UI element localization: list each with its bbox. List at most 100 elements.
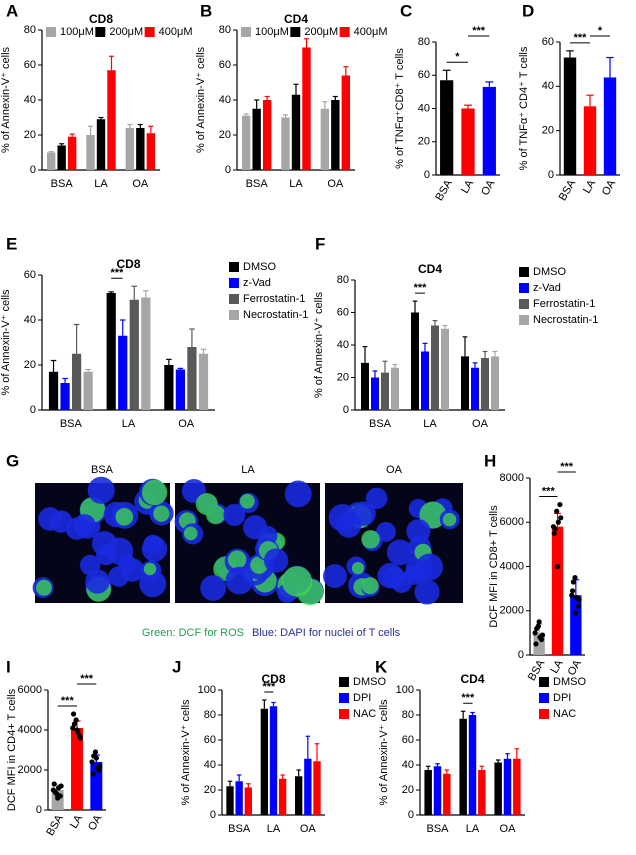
nucleus	[85, 569, 110, 594]
y-tick-label: 0	[30, 404, 36, 416]
y-axis-label: % of TNFα⁺CD8⁺ T cells	[394, 48, 406, 169]
bar	[468, 715, 477, 815]
bar	[551, 526, 564, 655]
bar	[304, 758, 312, 815]
y-tick-label: 60	[219, 59, 231, 71]
bar	[361, 362, 369, 410]
x-tick-label: LA	[548, 657, 565, 675]
bar	[461, 108, 475, 175]
bar	[481, 358, 489, 410]
bar	[129, 299, 139, 410]
y-tick-label: 60	[402, 734, 414, 746]
caption-blue: Blue: DAPI for nuclei of T cells	[252, 627, 401, 639]
x-tick-label: LA	[289, 178, 303, 190]
legend-label: 100μM	[255, 26, 289, 38]
data-point	[51, 781, 57, 787]
bar	[494, 762, 502, 815]
bar	[411, 312, 419, 410]
data-point	[91, 753, 97, 759]
data-point	[90, 771, 96, 777]
y-tick-label: 20	[337, 371, 349, 383]
y-tick-label: 40	[402, 759, 414, 771]
bar	[278, 778, 287, 815]
ros-signal	[361, 530, 380, 549]
legend-swatch	[519, 267, 529, 277]
bar	[67, 136, 77, 170]
y-axis-label: % of Annexin-V⁺ cells	[378, 699, 390, 806]
legend-swatch	[339, 27, 350, 37]
bar	[459, 718, 467, 815]
ros-signal	[115, 507, 134, 526]
x-tick-label: OA	[86, 812, 105, 832]
legend-swatch	[46, 27, 56, 37]
y-tick-label: 2000	[18, 764, 42, 776]
bar	[107, 70, 116, 170]
bar	[424, 770, 432, 815]
bar	[141, 297, 151, 410]
y-tick-label: 4000	[18, 724, 42, 736]
data-point	[570, 579, 576, 585]
x-tick-label: OA	[479, 177, 498, 197]
nucleus	[263, 548, 289, 573]
y-axis-label: % of Annexin-V⁺ cells	[195, 46, 207, 153]
data-point	[555, 519, 561, 525]
significance-label: ***	[111, 267, 125, 279]
nucleus	[87, 476, 115, 504]
significance-label: ***	[61, 695, 75, 707]
x-tick-label: BSA	[557, 177, 579, 203]
legend-swatch	[95, 27, 106, 37]
bar	[583, 106, 597, 175]
nucleus	[225, 566, 254, 595]
significance-label: *	[598, 25, 603, 37]
nucleus	[351, 501, 376, 526]
y-tick-label: 60	[24, 269, 36, 281]
y-tick-label: 100	[198, 684, 216, 696]
data-point	[537, 634, 543, 640]
bar	[471, 367, 479, 410]
chart-title: CD4	[418, 262, 442, 276]
chart-title: CD8	[261, 672, 285, 686]
data-point	[75, 729, 81, 735]
y-tick-label: 80	[402, 709, 414, 721]
x-tick-label: BSA	[433, 177, 455, 203]
ros-signal	[250, 556, 268, 574]
y-tick-label: 20	[402, 784, 414, 796]
bar	[262, 100, 272, 170]
ros-signal	[153, 505, 170, 522]
x-tick-label: OA	[566, 657, 585, 677]
data-point	[94, 765, 100, 771]
y-tick-label: 40	[219, 94, 231, 106]
bar	[198, 353, 209, 410]
y-tick-label: 0	[424, 169, 430, 181]
y-tick-label: 6000	[500, 516, 524, 528]
legend-label: Ferrostatin-1	[243, 293, 305, 305]
x-tick-label: BSA	[246, 178, 269, 190]
y-tick-label: 80	[24, 24, 36, 36]
data-point	[575, 603, 581, 609]
legend-swatch	[241, 27, 251, 37]
y-tick-label: 60	[418, 69, 430, 81]
x-tick-label: OA	[132, 178, 149, 190]
bar	[371, 377, 379, 410]
bar	[260, 708, 269, 815]
y-tick-label: 40	[418, 102, 430, 114]
legend-swatch	[229, 294, 239, 304]
bar	[563, 57, 577, 176]
legend-label: NAC	[553, 708, 576, 720]
bar	[136, 128, 145, 170]
significance-label: ***	[414, 282, 428, 294]
nucleus	[414, 579, 440, 605]
legend-swatch	[339, 709, 349, 719]
significance-label: ***	[80, 673, 94, 685]
y-tick-label: 80	[204, 709, 216, 721]
nucleus	[79, 554, 101, 576]
y-axis-label: % of Annexin-V⁺ cells	[0, 289, 12, 396]
data-point	[73, 717, 79, 723]
nucleus	[200, 575, 227, 601]
y-axis-label: DCF MFI in CD4+ T cells	[6, 688, 18, 811]
ros-signal	[361, 577, 379, 595]
bar	[391, 367, 399, 410]
bar	[441, 328, 449, 410]
bar	[125, 128, 135, 170]
